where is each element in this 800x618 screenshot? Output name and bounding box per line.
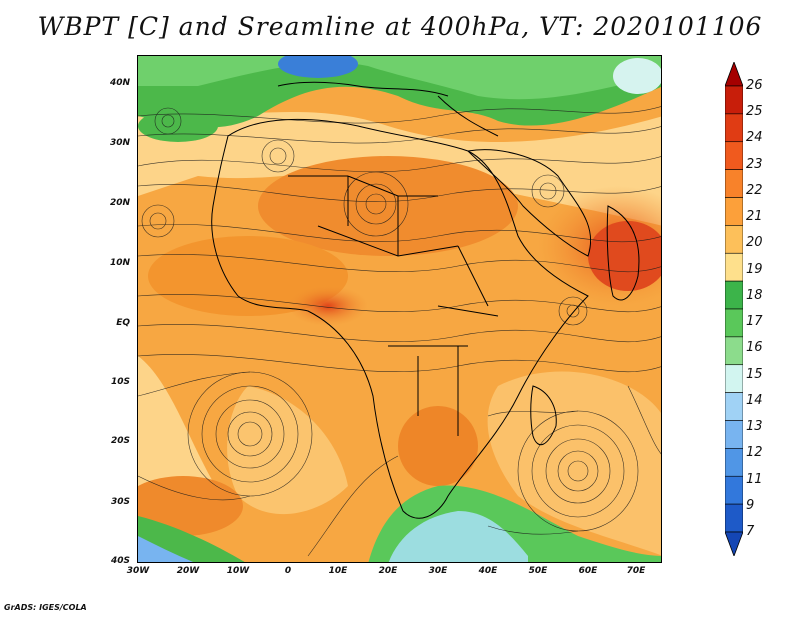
colorbar-box <box>725 503 743 533</box>
x-tick-label: 60E <box>578 566 598 576</box>
y-tick-label: 40S <box>110 556 130 566</box>
colorbar <box>725 62 743 556</box>
colorbar-box <box>725 336 743 366</box>
colorbar-box <box>725 85 743 115</box>
cold-tongue-south-inner <box>388 511 528 562</box>
x-tick-label: 30W <box>126 566 150 576</box>
colorbar-label: 14 <box>746 392 763 408</box>
credit-text: GrADS: IGES/COLA <box>4 603 87 612</box>
streamlines <box>138 106 661 557</box>
colorbar-box <box>725 197 743 226</box>
x-tick-label: 30E <box>428 566 448 576</box>
colorbar-label: 7 <box>746 524 755 539</box>
colorbar-box <box>725 475 743 505</box>
y-tick-label: EQ <box>116 318 130 328</box>
y-tick-label: 30N <box>109 138 130 148</box>
colorbar-box <box>725 392 743 421</box>
colorbar-label: 19 <box>746 261 763 277</box>
colorbar-box <box>725 113 743 143</box>
cold-band-north-inner <box>138 56 661 100</box>
y-tick-label: 40N <box>109 78 130 88</box>
y-tick-label: 30S <box>110 497 130 507</box>
colorbar-label: 9 <box>746 497 755 513</box>
cold-spot-north <box>278 56 358 78</box>
colorbar-label: 22 <box>746 182 763 198</box>
hot-core-arabian-sea <box>588 221 661 291</box>
warm-patch-sahara <box>258 156 518 256</box>
y-tick-label: 10N <box>109 258 130 268</box>
colorbar-label: 25 <box>746 104 763 120</box>
y-tick-label: 20N <box>109 198 130 208</box>
colorbar-label: 16 <box>746 340 763 356</box>
chart-title: WBPT [C] and Sreamline at 400hPa, VT: 20… <box>37 12 763 41</box>
colorbar-box <box>725 169 743 198</box>
x-tick-label: 10W <box>226 566 250 576</box>
x-tick-label: 20E <box>378 566 398 576</box>
colorbar-label: 24 <box>746 130 763 146</box>
colorbar-label: 18 <box>746 287 763 303</box>
y-tick-label: 10S <box>110 377 130 387</box>
colorbar-box <box>725 225 743 254</box>
colorbar-box <box>725 364 743 393</box>
x-tick-label: 20W <box>176 566 200 576</box>
colorbar-label: 26 <box>746 78 763 93</box>
gyre-zone-southatlantic <box>227 386 348 515</box>
colorbar-box <box>725 141 743 170</box>
hot-spot-gulf-of-guinea <box>288 286 368 326</box>
warm-patch-southafrica <box>398 406 478 486</box>
colorbar-label: 12 <box>746 445 763 461</box>
map-panel <box>137 55 662 563</box>
colorbar-box <box>725 448 743 477</box>
cold-spot-northeast <box>613 58 661 94</box>
colorbar-label: 11 <box>746 471 763 487</box>
x-tick-label: 70E <box>626 566 646 576</box>
x-tick-label: 0 <box>284 566 292 576</box>
colorbar-label: 23 <box>746 156 763 172</box>
x-tick-label: 10E <box>328 566 348 576</box>
colorbar-label: 13 <box>746 419 763 435</box>
colorbar-label: 15 <box>746 366 763 382</box>
colorbar-box <box>725 252 743 282</box>
colorbar-bottom-arrow <box>725 531 743 556</box>
coastlines <box>211 81 640 519</box>
colorbar-label: 20 <box>746 235 763 251</box>
colorbar-label: 21 <box>746 209 763 225</box>
y-tick-label: 20S <box>110 436 130 446</box>
colorbar-box <box>725 308 743 338</box>
cold-corner-southwest-inner <box>138 536 194 562</box>
colorbar-box <box>725 420 743 449</box>
colorbar-box <box>725 280 743 310</box>
colorbar-label: 17 <box>746 314 763 330</box>
x-tick-label: 40E <box>478 566 498 576</box>
colorbar-top-arrow <box>725 62 743 87</box>
x-tick-label: 50E <box>528 566 548 576</box>
warm-patch-southwest <box>138 476 243 536</box>
